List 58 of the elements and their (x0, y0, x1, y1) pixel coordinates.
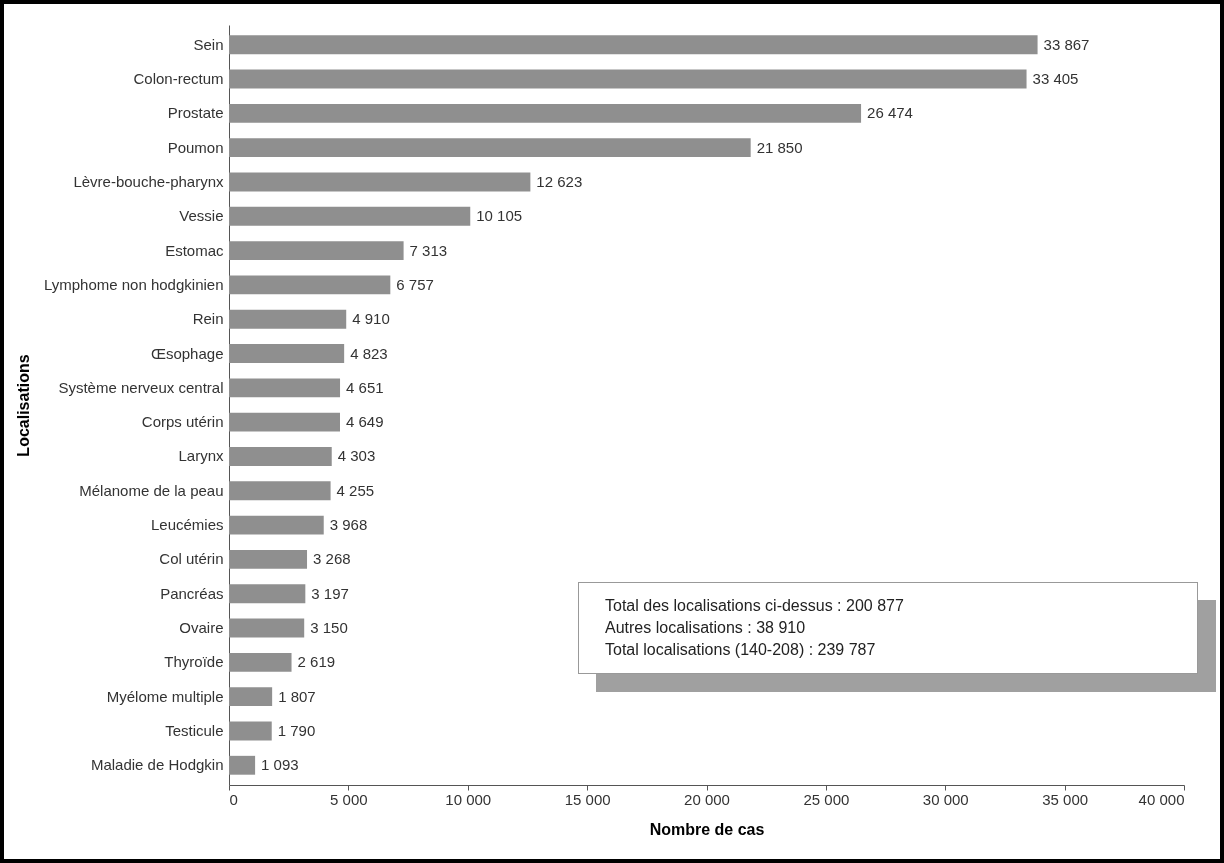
x-tick-label: 0 (229, 790, 238, 808)
data-label: 1 790 (277, 721, 316, 739)
y-tick-label: Leucémies (150, 516, 224, 534)
annotation: Total localisations (140-208) : 239 787 (605, 640, 877, 660)
x-axis-title: Nombre de cas (649, 820, 765, 838)
y-tick-label: Système nerveux central (58, 378, 224, 396)
data-label: 4 910 (352, 310, 390, 328)
x-tick-label: 30 000 (922, 790, 969, 808)
data-label: 33 405 (1032, 70, 1079, 88)
y-tick-label: Vessie (179, 207, 224, 225)
data-label: 10 105 (476, 207, 523, 225)
data-label: 3 968 (329, 516, 368, 534)
data-label: 21 850 (756, 138, 803, 156)
annotation: Autres localisations : 38 910 (605, 618, 807, 638)
y-tick-label: Lèvre-bouche-pharynx (73, 172, 224, 190)
y-tick-label: Lymphome non hodgkinien (43, 275, 224, 293)
x-tick-label: 40 000 (1138, 790, 1185, 808)
x-tick-label: 25 000 (803, 790, 850, 808)
data-label: 6 757 (396, 275, 434, 293)
data-label: 33 867 (1043, 35, 1090, 53)
data-label: 4 651 (346, 378, 384, 396)
data-label: 4 255 (336, 481, 375, 499)
x-tick-label: 5 000 (330, 790, 368, 808)
data-label: 1 807 (278, 687, 316, 705)
data-label: 7 313 (409, 241, 448, 259)
y-axis-title: Localisations (14, 354, 32, 457)
y-tick-label: Mélanome de la peau (79, 481, 224, 499)
y-tick-label: Sein (193, 35, 224, 53)
y-tick-label: Colon-rectum (133, 70, 224, 88)
data-label: 3 197 (311, 584, 349, 602)
data-label: 26 474 (867, 104, 913, 122)
y-tick-label: Ovaire (179, 619, 224, 637)
y-tick-label: Testicule (165, 721, 224, 739)
data-label: 2 619 (297, 653, 336, 671)
y-tick-label: Rein (192, 310, 224, 328)
x-tick-label: 10 000 (445, 790, 492, 808)
data-label: 12 623 (536, 172, 583, 190)
x-tick-label: 20 000 (684, 790, 730, 808)
y-tick-label: Œsophage (150, 344, 224, 362)
x-tick-label: 15 000 (564, 790, 611, 808)
x-tick-label: 35 000 (1042, 790, 1089, 808)
y-tick-label: Larynx (178, 447, 224, 465)
y-tick-label: Pancréas (160, 584, 224, 602)
data-label: 4 823 (350, 344, 388, 362)
y-tick-label: Thyroïde (164, 653, 224, 671)
data-label: 1 093 (261, 756, 299, 774)
y-tick-label: Poumon (167, 138, 224, 156)
data-label: 3 150 (310, 619, 348, 637)
annotation: Total des localisations ci-dessus : 200 877 (605, 596, 905, 616)
y-tick-label: Estomac (165, 241, 224, 259)
y-tick-label: Myélome multiple (106, 687, 224, 705)
y-tick-label: Corps utérin (141, 413, 224, 431)
y-tick-label: Col utérin (159, 550, 224, 568)
data-label: 4 303 (337, 447, 376, 465)
data-label: 4 649 (345, 413, 384, 431)
y-tick-label: Maladie de Hodgkin (90, 756, 224, 774)
data-label: 3 268 (313, 550, 351, 568)
y-tick-label: Prostate (167, 104, 224, 122)
